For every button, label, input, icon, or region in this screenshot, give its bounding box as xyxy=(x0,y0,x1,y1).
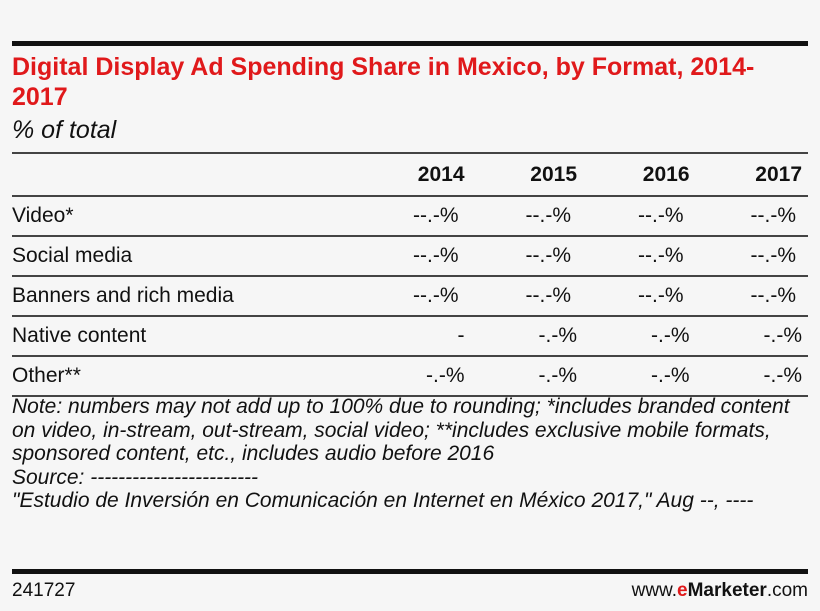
row-label: Native content xyxy=(12,316,358,357)
table-row: Banners and rich media --.-% --.-% --.-% --.… xyxy=(12,276,808,317)
note-text: Note: numbers may not add up to 100% due… xyxy=(12,395,790,465)
table-cell: --.-% xyxy=(695,196,808,237)
emarketer-logo: www.eMarketer.com xyxy=(632,580,808,602)
source-text: "Estudio de Inversión en Comunicación en… xyxy=(12,489,754,512)
notes: Note: numbers may not add up to 100% due… xyxy=(12,395,808,513)
header-row: 2014 2015 2016 2017 xyxy=(12,155,808,197)
data-table: 2014 2015 2016 2017 Video* --.-% --.-% --.-% --… xyxy=(12,155,808,397)
table-row: Social media --.-% --.-% --.-% --.-% xyxy=(12,236,808,277)
chart-id: 241727 xyxy=(12,580,76,601)
brand-name: Marketer xyxy=(687,580,767,601)
table-cell: --.-% xyxy=(470,276,583,317)
top-rule xyxy=(12,41,808,46)
table-cell: --.-% xyxy=(470,196,583,237)
header-blank xyxy=(12,155,358,197)
chart-subtitle: % of total xyxy=(12,116,117,144)
table-cell: -.-% xyxy=(470,356,583,397)
table-cell: --.-% xyxy=(695,276,808,317)
table-cell: --.-% xyxy=(695,236,808,277)
table-cell: --.-% xyxy=(470,236,583,277)
column-header-2014: 2014 xyxy=(358,155,471,197)
row-label: Social media xyxy=(12,236,358,277)
chart-title: Digital Display Ad Spending Share in Mex… xyxy=(12,53,755,111)
table-cell: -.-% xyxy=(695,316,808,357)
table-cell: -.-% xyxy=(695,356,808,397)
table-cell: --.-% xyxy=(358,276,471,317)
table-cell: --.-% xyxy=(583,196,696,237)
table-cell: --.-% xyxy=(358,236,471,277)
table-row: Native content - -.-% -.-% -.-% xyxy=(12,316,808,357)
row-label: Banners and rich media xyxy=(12,276,358,317)
row-label: Video* xyxy=(12,196,358,237)
column-header-2016: 2016 xyxy=(583,155,696,197)
table-row: Video* --.-% --.-% --.-% --.-% xyxy=(12,196,808,237)
table-cell: --.-% xyxy=(583,276,696,317)
table-cell: --.-% xyxy=(583,236,696,277)
table-cell: -.-% xyxy=(358,356,471,397)
table-cell: -.-% xyxy=(583,316,696,357)
brand-suffix: .com xyxy=(766,580,808,601)
table-row: Other** -.-% -.-% -.-% -.-% xyxy=(12,356,808,397)
brand-e: e xyxy=(677,580,688,601)
source-label: Source: ------------------------ xyxy=(12,465,259,489)
table-cell: --.-% xyxy=(358,196,471,237)
table-cell: -.-% xyxy=(583,356,696,397)
table-cell: -.-% xyxy=(470,316,583,357)
table-cell: - xyxy=(358,316,471,357)
header-rule xyxy=(12,152,808,154)
bottom-rule xyxy=(12,569,808,574)
column-header-2015: 2015 xyxy=(470,155,583,197)
row-label: Other** xyxy=(12,356,358,397)
column-header-2017: 2017 xyxy=(695,155,808,197)
brand-prefix: www. xyxy=(631,580,678,601)
